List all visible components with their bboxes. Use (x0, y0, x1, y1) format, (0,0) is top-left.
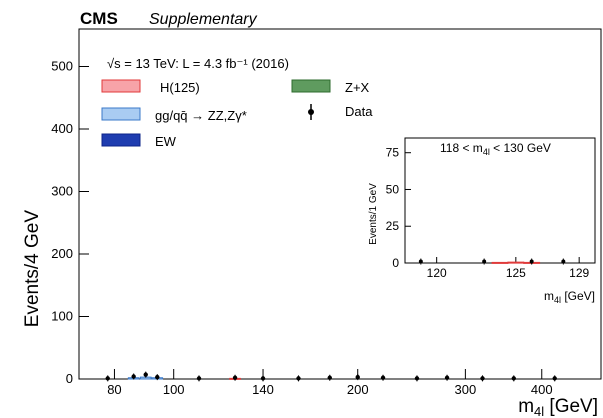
main-plot-frame (78, 28, 602, 380)
inset-data-point (418, 259, 423, 264)
inset-y-tick-label: 75 (386, 146, 400, 160)
legend-label-zz: gg/qq̄ → ZZ,Zγ* (155, 108, 247, 123)
legend-label-higgs: H(125) (160, 80, 200, 95)
main-data-point (131, 374, 136, 379)
main-data-point (296, 376, 301, 381)
legend-swatch-zz (101, 107, 141, 121)
energy-lumi-label: √s = 13 TeV: L = 4.3 fb⁻¹ (2016) (107, 56, 289, 71)
inset-y-tick-label: 0 (392, 256, 399, 270)
main-x-tick-label: 400 (531, 382, 553, 397)
y-axis-title: Events/4 GeV (22, 210, 43, 328)
main-x-tick-label: 140 (252, 382, 274, 397)
main-x-tick-label: 100 (163, 382, 185, 397)
main-data-point (511, 376, 516, 381)
main-data-point (105, 376, 110, 381)
main-data-point (480, 376, 485, 381)
inset-x-tick-label: 120 (427, 266, 447, 280)
legend-data-marker (308, 109, 314, 115)
inset-title: 118 < m4l < 130 GeV (440, 141, 551, 157)
main-y-tick-label: 400 (51, 121, 73, 136)
main-data-point (380, 375, 386, 380)
main-y-tick-label: 100 (51, 309, 73, 324)
inset-data-point (529, 259, 534, 264)
main-data-point (444, 375, 450, 380)
inset-x-tick-label: 125 (506, 266, 526, 280)
main-x-tick-label: 80 (107, 382, 121, 397)
inset-plot-layer: 0 25 50 75 120 125 129 (386, 146, 590, 280)
main-y-tick-label: 300 (51, 184, 73, 199)
experiment-label: CMS (80, 9, 118, 28)
main-data-point (232, 375, 238, 380)
inset-bar (507, 261, 525, 264)
main-data-point (552, 376, 557, 381)
main-data-point (143, 372, 148, 377)
inset-y-tick-label: 50 (386, 182, 400, 196)
main-x-tick-label: 200 (347, 382, 369, 397)
inset-background (405, 138, 595, 263)
main-y-tick-label: 500 (51, 59, 73, 74)
inset-x-axis-title: m4l [GeV] (544, 289, 595, 305)
legend-label-data: Data (345, 104, 373, 119)
legend-swatch-zx (291, 79, 331, 93)
main-data-point (327, 375, 332, 380)
main-data-point (155, 374, 160, 380)
supplementary-label: Supplementary (149, 11, 258, 28)
legend-swatch-ew (101, 133, 141, 147)
main-y-tick-label: 0 (66, 371, 73, 386)
inset-bar (491, 261, 509, 264)
inset-y-axis-title: Events/1 GeV (368, 183, 379, 245)
main-data-point (260, 376, 266, 381)
inset-x-tick-label: 129 (569, 266, 589, 280)
main-data-point (196, 376, 202, 381)
main-data-point (355, 374, 360, 380)
inset-data-point (482, 259, 487, 264)
legend-swatch-higgs (101, 79, 141, 93)
inset-y-tick-label: 25 (386, 219, 400, 233)
x-axis-title: m4l [GeV] (518, 396, 598, 418)
main-data-point (414, 376, 420, 381)
main-x-tick-label: 300 (455, 382, 477, 397)
legend-label-ew: EW (155, 134, 177, 149)
inset-data-point (561, 259, 566, 264)
main-y-tick-label: 200 (51, 246, 73, 261)
legend: H(125) Z+X gg/qq̄ → ZZ,Zγ* Data EW (101, 79, 373, 149)
legend-label-zx: Z+X (345, 80, 370, 95)
